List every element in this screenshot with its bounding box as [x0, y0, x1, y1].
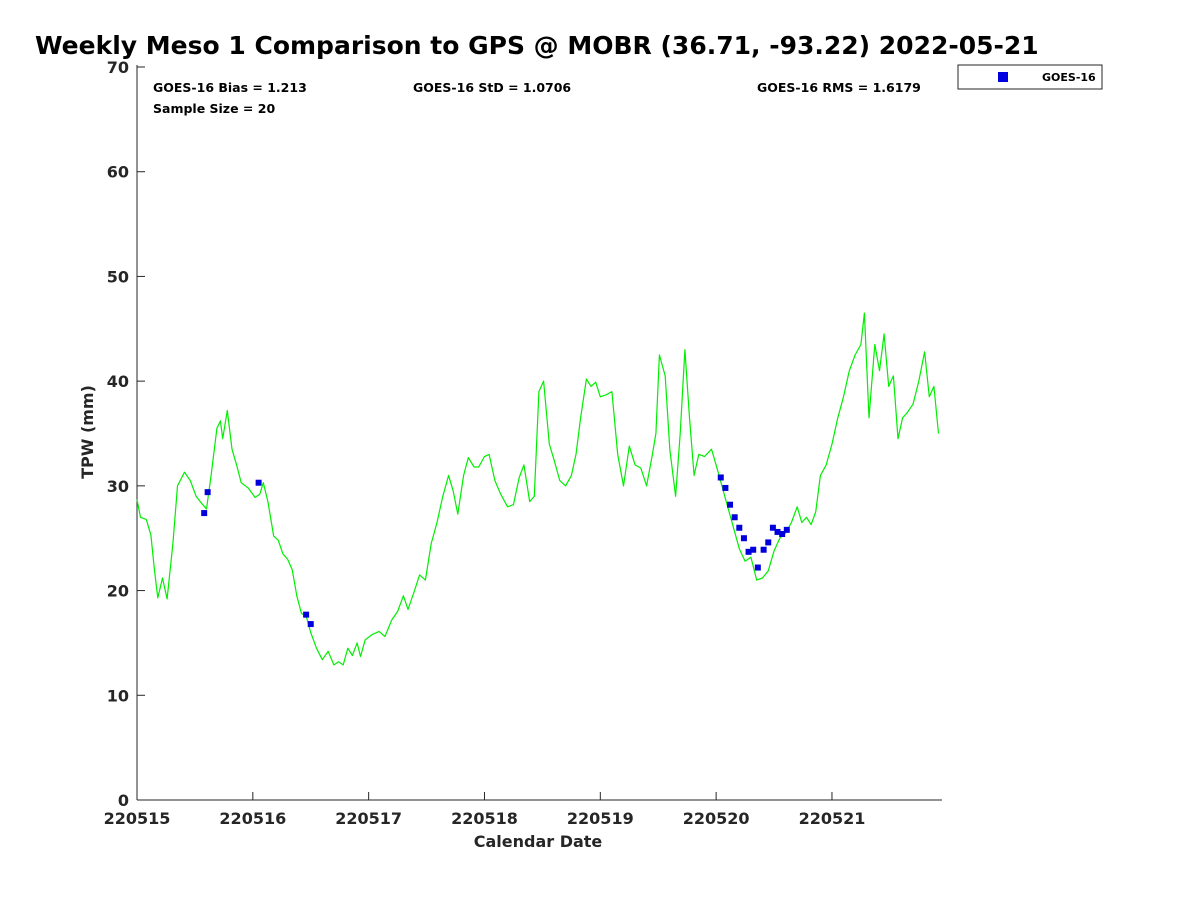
x-tick-label: 220515 [104, 809, 171, 828]
goes16-data-point [717, 474, 724, 481]
y-tick-label: 60 [107, 163, 129, 182]
goes16-data-point [745, 548, 752, 555]
plot-area [136, 65, 942, 801]
goes16-data-point [740, 535, 747, 542]
stat-bias: GOES-16 Bias = 1.213 [153, 80, 307, 95]
y-axis-ticks: 0 10 20 30 40 50 60 70 [107, 58, 145, 810]
goes16-data-point [754, 564, 761, 571]
x-tick-label: 220516 [219, 809, 286, 828]
legend-box [957, 64, 1103, 90]
x-axis-ticks: 220515 220516 220517 220518 220519 220520 2205… [104, 792, 866, 828]
chart-title: Weekly Meso 1 Comparison to GPS @ MOBR (… [35, 31, 1039, 60]
goes16-data-point [307, 621, 314, 628]
gps-series-line [136, 312, 940, 666]
y-axis-label: TPW (mm) [78, 385, 97, 479]
y-tick-label: 40 [107, 372, 129, 391]
stat-sample-size: Sample Size = 20 [153, 101, 275, 116]
y-tick-label: 30 [107, 477, 129, 496]
x-tick-label: 220517 [335, 809, 402, 828]
legend-marker-goes16 [998, 72, 1008, 82]
goes16-data-point [765, 539, 772, 546]
goes16-data-point [769, 524, 776, 531]
goes16-data-point [774, 528, 781, 535]
x-tick-label: 220520 [683, 809, 750, 828]
goes16-data-point [727, 501, 734, 508]
goes16-data-point [760, 546, 767, 553]
x-axis-label: Calendar Date [474, 832, 603, 851]
y-tick-label: 0 [118, 791, 129, 810]
x-tick-label: 220518 [451, 809, 518, 828]
goes16-data-point [750, 546, 757, 553]
goes16-data-point [731, 514, 738, 521]
y-tick-label: 20 [107, 582, 129, 601]
goes16-data-point [736, 524, 743, 531]
legend: GOES-16 [957, 64, 1103, 90]
y-tick-label: 70 [107, 58, 129, 77]
stat-rms: GOES-16 RMS = 1.6179 [757, 80, 921, 95]
goes16-data-point [255, 479, 262, 486]
x-tick-label: 220519 [567, 809, 634, 828]
goes16-data-point [722, 484, 729, 491]
stat-std: GOES-16 StD = 1.0706 [413, 80, 571, 95]
goes16-data-point [303, 611, 310, 618]
goes16-data-point [201, 510, 208, 517]
y-tick-label: 50 [107, 267, 129, 286]
goes16-data-point [204, 489, 211, 496]
goes16-data-point [779, 531, 786, 538]
y-tick-label: 10 [107, 686, 129, 705]
x-tick-label: 220521 [799, 809, 866, 828]
legend-label-goes16: GOES-16 [1042, 71, 1096, 84]
goes16-data-point [783, 526, 790, 533]
series-layer [136, 312, 940, 666]
